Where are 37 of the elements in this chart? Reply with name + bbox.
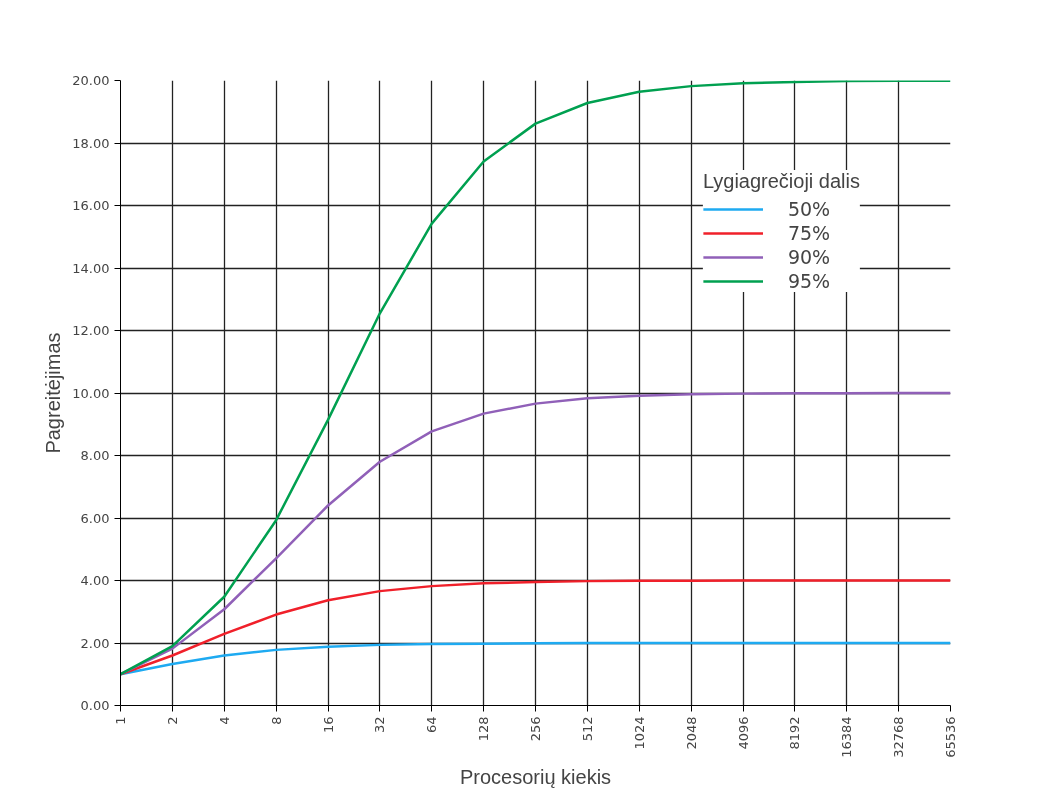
x-tick-label: 65536 [943,716,958,758]
y-tick-label: 4.00 [80,573,110,588]
y-tick-label: 2.00 [80,635,110,651]
y-tick-label: 14.00 [72,260,110,276]
x-tick-label: 64 [424,716,440,734]
x-tick-label: 256 [528,716,543,742]
x-tick-label: 2 [164,716,180,725]
y-tick-label: 12.00 [72,323,110,338]
line-series [120,80,951,676]
y-tick-label: 8.00 [80,448,110,463]
line-series [120,641,951,676]
legend-label: 75% [787,222,831,244]
y-tick-label: 20.00 [72,73,110,88]
x-tick-label: 32 [372,716,388,734]
x-tick-label: 32768 [891,716,907,758]
legend-label: 50% [787,198,831,220]
x-tick-label: 128 [476,716,492,742]
y-axis-title: Pagreitėjimas [42,332,65,454]
y-tick-label: 0.00 [80,698,110,713]
legend-label: 90% [787,246,831,268]
legend-title: Lygiagrečioji dalis [702,170,860,193]
y-tick-label: 10.00 [72,385,110,401]
x-tick-label: 1 [113,716,128,725]
x-tick-label: 512 [579,716,595,742]
legend-label: 95% [787,270,831,292]
y-tick-label: 6.00 [80,510,110,526]
x-tick-label: 2048 [683,716,699,750]
x-tick-label: 8 [268,716,284,725]
x-tick-label: 16 [320,716,336,734]
x-tick-label: 4 [216,716,232,725]
y-tick-label: 16.00 [72,198,110,213]
x-tick-label: 8192 [787,716,803,750]
x-tick-label: 4096 [735,716,751,750]
x-tick-label: 16384 [839,716,855,758]
y-tick-label: 18.00 [72,135,110,151]
x-axis-title: Procesorių kiekis [459,765,612,788]
x-tick-label: 1024 [631,716,647,750]
